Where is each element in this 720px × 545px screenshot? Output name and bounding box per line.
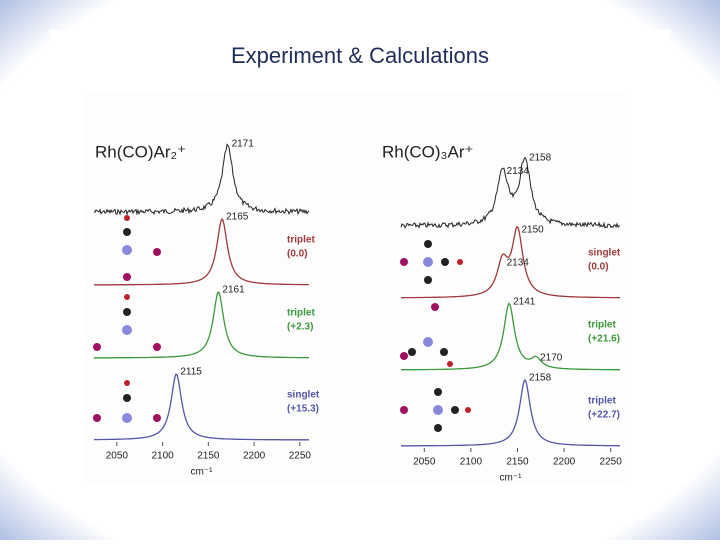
spectrum [401,225,620,299]
spectrum [94,217,309,286]
spectrum [400,156,621,229]
state-name: singlet [287,390,320,401]
peak-label: 2141 [513,297,536,308]
state-energy: (+22.7) [588,410,620,421]
x-axis-label: cm⁻¹ [191,467,214,478]
peak-label: 2165 [226,212,249,223]
x-tick-label: 2150 [506,457,529,468]
state-energy: (+21.6) [588,334,620,345]
molecule-icons [93,215,471,432]
peak-label: 2161 [222,285,245,296]
peak-label: 2171 [232,139,255,150]
peak-label: 2134 [507,258,530,269]
state-name: triplet [588,396,616,407]
peak-label: 2134 [507,166,530,177]
state-name: singlet [588,248,621,259]
x-tick-label: 2050 [106,451,129,462]
state-name: triplet [287,308,315,319]
panel-title: Rh(CO)₃Ar⁺ [382,142,473,161]
x-tick-label: 2200 [553,457,576,468]
state-energy: (0.0) [588,262,609,273]
x-tick-label: 2150 [197,451,220,462]
spectrum [401,302,620,371]
peak-label: 2150 [521,225,544,236]
x-tick-label: 2250 [600,457,623,468]
panel-title: Rh(CO)Ar₂⁺ [95,142,186,161]
peak-label: 2158 [529,373,552,384]
slide-title: Experiment & Calculations [231,43,489,68]
state-name: triplet [287,235,315,246]
spectrum [94,373,309,441]
x-tick-label: 2050 [413,457,436,468]
spectrum [94,291,309,359]
state-energy: (+15.3) [287,404,319,415]
state-energy: (+2.3) [287,322,313,333]
state-energy: (0.0) [287,249,308,260]
peak-label: 2158 [529,153,552,164]
x-axis-label: cm⁻¹ [500,473,523,484]
peak-label: 2170 [540,353,563,364]
x-tick-label: 2100 [151,451,174,462]
spectrum [93,143,310,216]
x-tick-label: 2200 [243,451,266,462]
state-name: triplet [588,320,616,331]
spectrum [401,378,620,447]
peak-label: 2115 [180,367,202,378]
x-tick-label: 2100 [460,457,483,468]
x-tick-label: 2250 [289,451,312,462]
